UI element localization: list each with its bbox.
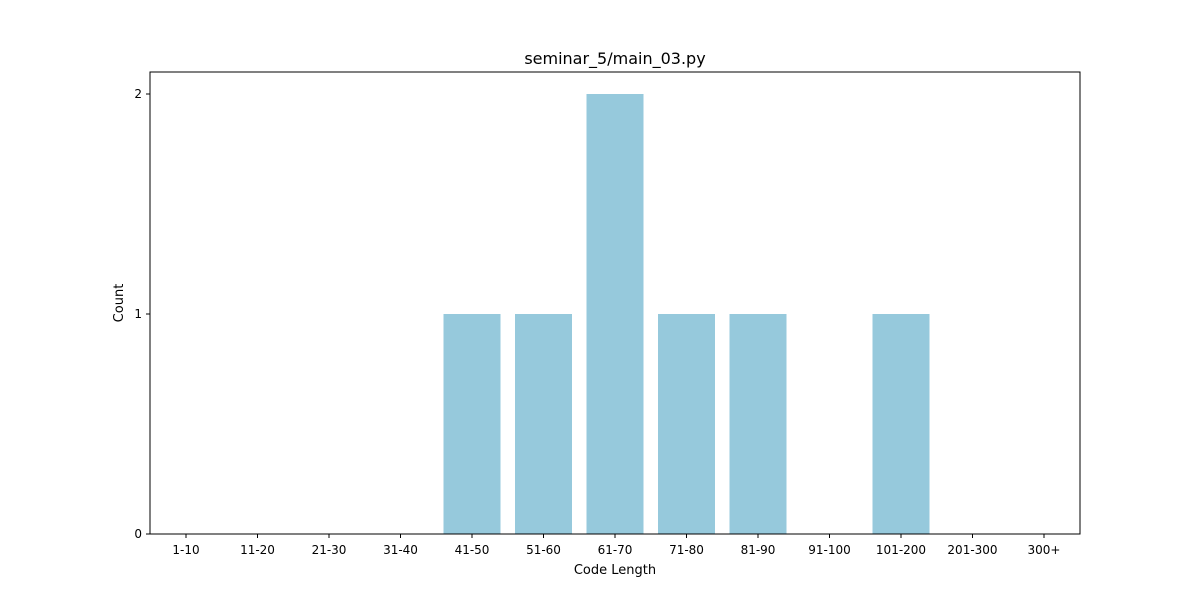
bar-41-50 [443,314,501,534]
plot-frame [149,71,1081,535]
chart-title: seminar_5/main_03.py [524,49,705,69]
x-tick-label: 300+ [1028,543,1061,557]
x-tick-label: 91-100 [808,543,851,557]
bars-group [443,94,930,534]
x-tick-label: 31-40 [383,543,418,557]
x-axis-label: Code Length [574,563,656,578]
x-tick-label: 71-80 [669,543,704,557]
y-tick-label: 0 [134,527,142,541]
x-tick-label: 51-60 [526,543,561,557]
bar-71-80 [658,314,715,534]
bar-51-60 [515,314,572,534]
x-tick-label: 21-30 [312,543,347,557]
bar-101-200 [872,314,930,534]
y-axis-label: Count [112,284,127,323]
bar-81-90 [729,314,787,534]
y-tick-label: 2 [134,87,142,101]
x-tick-label: 101-200 [876,543,926,557]
x-tick-label: 1-10 [172,543,199,557]
y-tick-label: 1 [134,307,142,321]
x-tick-label: 41-50 [455,543,490,557]
x-tick-label: 61-70 [598,543,633,557]
x-tick-label: 201-300 [947,543,997,557]
x-tick-label: 81-90 [741,543,776,557]
y-ticks-group: 0 1 2 [134,87,150,541]
x-tick-label: 11-20 [240,543,275,557]
bar-61-70 [586,94,644,534]
x-ticks-group: 1-10 11-20 21-30 31-40 41-50 51-60 61-70 71-80 8… [172,534,1060,557]
